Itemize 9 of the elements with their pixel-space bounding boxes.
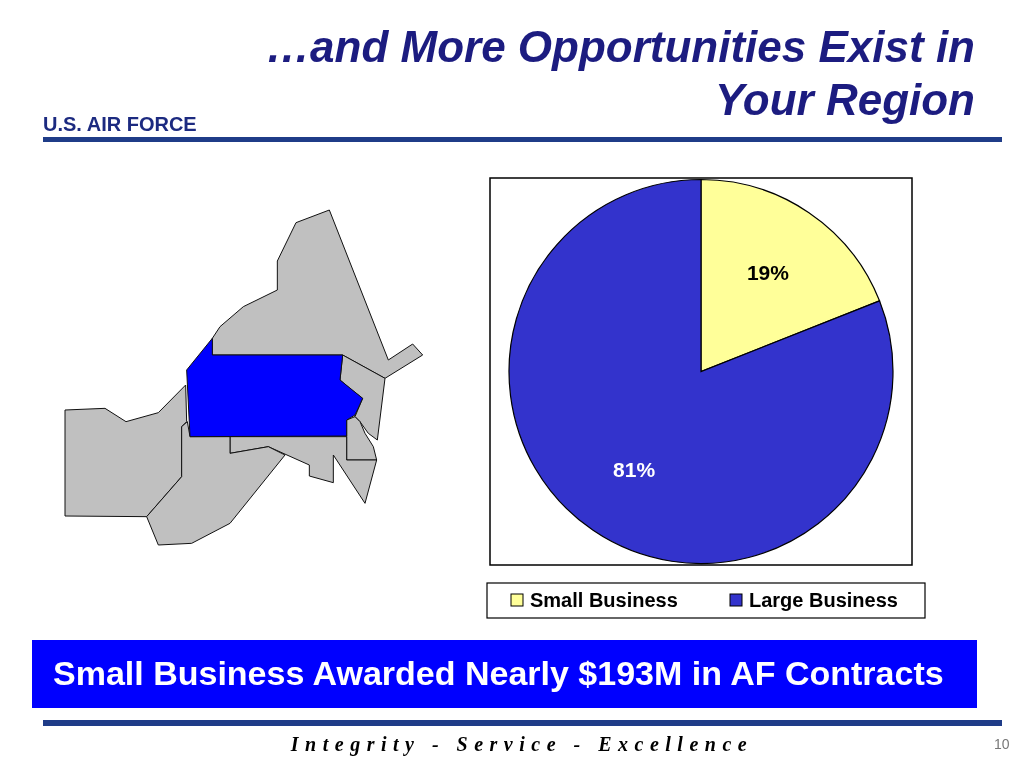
- text: Integrity - Service - Excellence: [290, 733, 754, 755]
- chart-title: …and More Opportunities Exist in Your Region: [265, 21, 975, 126]
- text: 10: [994, 736, 1010, 752]
- banner: Small Business Awarded Nearly $193M in AF Contracts: [32, 640, 977, 708]
- data-label: 81%: [613, 458, 656, 482]
- text: U.S. AIR FORCE: [43, 113, 197, 136]
- data-label: 19%: [746, 261, 790, 285]
- legend-label: Small Business: [530, 589, 678, 611]
- legend-label: Large Business: [749, 589, 898, 611]
